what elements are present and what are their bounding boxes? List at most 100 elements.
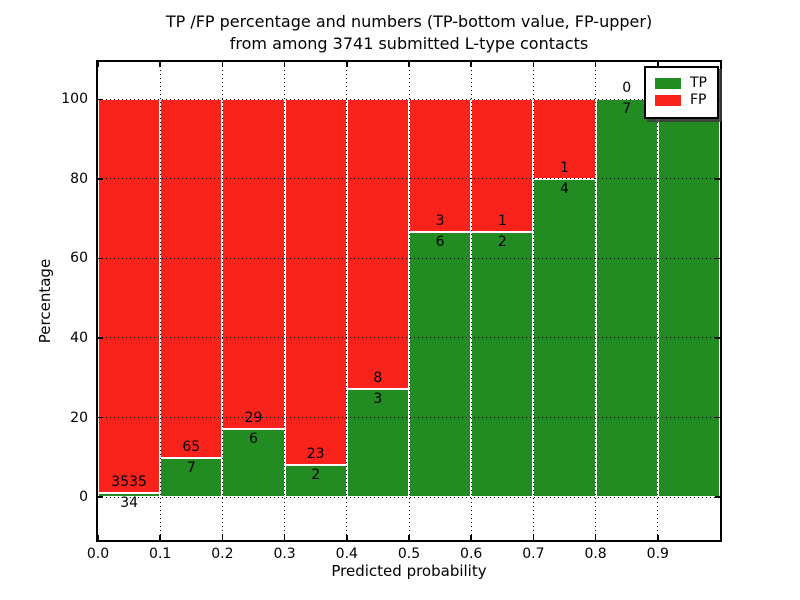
fp-count-label: 29 — [244, 409, 263, 426]
axis-tick — [594, 62, 597, 67]
axis-tick — [470, 62, 472, 67]
tp-bar-segment — [346, 388, 409, 498]
axis-tick — [98, 416, 103, 419]
axis-tick — [221, 62, 224, 67]
tp-bar-segment — [471, 231, 534, 498]
gridline-vertical — [221, 62, 223, 540]
axis-tick — [715, 257, 720, 260]
chart-title-line1: TP /FP percentage and numbers (TP-bottom… — [165, 12, 653, 31]
axis-tick — [98, 496, 103, 498]
axis-tick — [221, 535, 224, 540]
gridline-vertical — [284, 62, 286, 540]
fp-count-label: 65 — [182, 439, 201, 456]
legend-item-tp: TP — [655, 76, 711, 91]
fp-count-label: 0 — [622, 80, 632, 97]
axis-tick — [408, 535, 410, 540]
fp-count-label: 3 — [435, 212, 445, 229]
tp-bar-segment — [222, 428, 285, 498]
tp-count-label: 6 — [435, 233, 445, 250]
gridline-vertical — [595, 62, 597, 540]
gridline-vertical — [532, 62, 534, 540]
axis-tick — [346, 62, 348, 67]
axis-tick — [594, 535, 597, 540]
gridline-vertical — [470, 62, 472, 540]
gridline-vertical — [346, 62, 348, 540]
x-tick-label: 0.5 — [397, 546, 421, 562]
axis-tick — [715, 337, 720, 339]
legend-label-fp: FP — [690, 92, 707, 108]
legend: TP FP — [644, 66, 719, 119]
fp-bar-segment — [471, 99, 534, 232]
y-tick-label: 40 — [70, 329, 88, 346]
fp-count-label: 1 — [497, 212, 507, 229]
tp-count-label: 7 — [186, 460, 196, 477]
chart-title-line2: from among 3741 submitted L-type contact… — [229, 34, 589, 53]
axis-tick — [159, 535, 161, 540]
tp-count-label: 34 — [120, 495, 139, 512]
fp-bar-segment — [346, 99, 409, 389]
x-tick-label: 0.7 — [522, 546, 545, 562]
x-tick-label: 0.3 — [273, 546, 296, 562]
tp-count-label: 7 — [622, 101, 632, 118]
x-tick-label: 0.9 — [646, 546, 669, 562]
tp-count-label: 2 — [311, 467, 321, 484]
chart-title: TP /FP percentage and numbers (TP-bottom… — [98, 11, 720, 55]
axis-tick — [532, 535, 535, 540]
y-tick-label: 100 — [61, 91, 88, 108]
axis-tick — [657, 535, 659, 540]
fp-count-label: 8 — [373, 369, 383, 386]
y-tick-label: 80 — [70, 170, 88, 187]
axis-tick — [715, 496, 720, 498]
tp-count-label: 2 — [497, 233, 507, 250]
tp-count-label: 6 — [249, 430, 258, 447]
tp-count-label: 4 — [560, 180, 569, 197]
axis-tick — [715, 178, 720, 180]
fp-count-label: 23 — [306, 446, 325, 463]
plot-area: 353534657296232833612140705 TP FP — [96, 60, 722, 542]
axis-tick — [715, 416, 720, 419]
y-axis-label: Percentage — [36, 258, 54, 344]
axis-tick — [657, 62, 659, 67]
fp-count-label: 3535 — [111, 474, 147, 491]
fp-count-label: 1 — [560, 159, 569, 176]
axis-tick — [346, 535, 348, 540]
fp-bar-segment — [222, 99, 285, 429]
fp-bar-segment — [160, 99, 223, 459]
gridline-vertical — [657, 62, 659, 540]
gridline-vertical — [408, 62, 410, 540]
x-tick-label: 0.1 — [149, 546, 172, 562]
y-tick-label: 0 — [79, 489, 88, 506]
fp-bar-segment — [284, 99, 347, 466]
fp-bar-segment — [533, 99, 596, 179]
axis-tick — [408, 62, 410, 67]
axis-tick — [98, 98, 103, 101]
tp-legend-swatch-icon — [655, 78, 681, 89]
legend-item-fp: FP — [655, 93, 711, 108]
legend-label-tp: TP — [690, 75, 707, 91]
x-tick-label: 0.4 — [335, 546, 358, 562]
axis-tick — [159, 62, 161, 67]
axis-tick — [98, 257, 103, 260]
x-tick-label: 0.6 — [460, 546, 483, 562]
gridline-vertical — [159, 62, 161, 540]
y-tick-label: 60 — [70, 250, 88, 267]
axis-tick — [283, 62, 286, 67]
axis-tick — [98, 178, 103, 180]
fp-bar-segment — [98, 99, 161, 494]
tp-bar-segment — [409, 231, 472, 498]
axis-tick — [97, 62, 99, 67]
axis-tick — [532, 62, 535, 67]
tp-count-label: 3 — [373, 390, 383, 407]
x-tick-label: 0.0 — [86, 546, 110, 562]
tp-bar-segment — [595, 99, 658, 498]
axis-tick — [283, 535, 286, 540]
axis-tick — [98, 337, 103, 339]
axis-tick — [97, 535, 99, 540]
tp-bar-segment — [657, 99, 720, 498]
x-axis-label: Predicted probability — [331, 562, 487, 580]
fp-legend-swatch-icon — [655, 95, 681, 106]
x-tick-label: 0.8 — [584, 546, 607, 562]
axis-tick — [470, 535, 472, 540]
tp-bar-segment — [284, 465, 347, 498]
